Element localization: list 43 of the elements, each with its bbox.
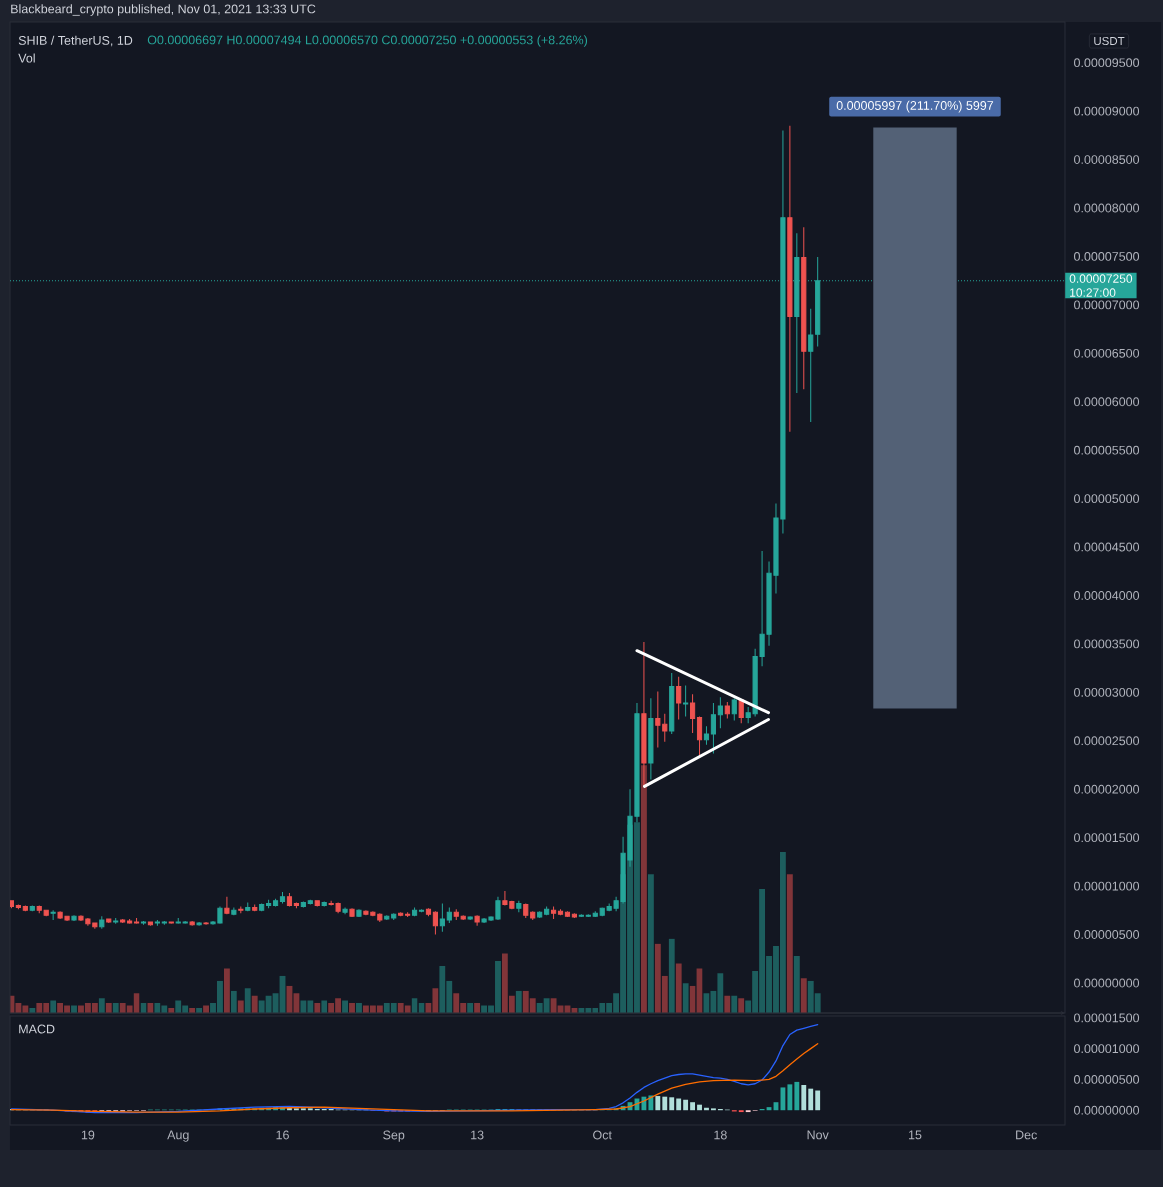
chart-title: Vol (18, 53, 35, 63)
y-tick-label: 0.00006500 (1074, 348, 1140, 358)
y-tick-label: 0.00002000 (1074, 784, 1140, 794)
y-tick-label: 0.00001500 (1074, 833, 1140, 843)
x-tick-label: 19 (81, 1130, 95, 1140)
y-tick-label: 0.00003500 (1074, 639, 1140, 649)
y-tick-label: 0.00004000 (1074, 591, 1140, 600)
y-tick-label: 0.00008500 (1074, 155, 1140, 164)
y-tick-label: 0.00002500 (1074, 736, 1140, 746)
text: O0.00006697 H0.00007494 L0.00006570 C0.00007250 +0.00000553 (+8.26%) (147, 35, 588, 47)
text: MACD (19, 1024, 55, 1034)
x-tick-label: Nov (807, 1130, 829, 1140)
y-tick-label: 0.00001000 (1074, 881, 1140, 891)
x-tick-label: 16 (276, 1130, 289, 1140)
x-tick-label: 13 (471, 1130, 484, 1140)
x-tick-label: 15 (908, 1130, 922, 1140)
x-tick-label: Oct (593, 1130, 612, 1140)
data-label: 0.00005997 (211.70%) 5997 (836, 100, 994, 113)
y-tick-label: 0.00007500 (1074, 252, 1140, 261)
y-tick-label: 0.00007000 (1074, 300, 1140, 310)
y-tick-label: 0.00008000 (1074, 203, 1140, 213)
y-tick-label: 0.00001500 (1074, 1013, 1140, 1023)
y-tick-label: 0.00003000 (1074, 687, 1140, 697)
y-tick-label: 0.00005500 (1074, 445, 1140, 455)
text: SHIB / TetherUS, 1D (18, 35, 133, 47)
ref-line-label: 0.00007250 (1069, 274, 1133, 283)
x-tick-label: Sep (383, 1130, 405, 1142)
x-tick-label: Aug (167, 1130, 189, 1142)
y-tick-label: 0.00000000 (1074, 978, 1140, 988)
text: Blackbeard_crypto published, Nov 01, 2021 13:33 UTC (11, 4, 316, 16)
y-tick-label: 0.00006000 (1074, 397, 1140, 407)
x-tick-label: Dec (1016, 1130, 1037, 1140)
y-tick-label: 0.00009500 (1074, 58, 1140, 68)
y-tick-label: 0.00000500 (1074, 930, 1140, 939)
y-tick-label: 0.00005000 (1074, 494, 1140, 504)
y-tick-label: 0.00001000 (1074, 1044, 1140, 1054)
text: 10:27:00 (1070, 288, 1116, 297)
y-tick-label: 0.00009000 (1074, 106, 1140, 116)
y-axis-title: USDT (1094, 36, 1125, 46)
y-tick-label: 0.00000500 (1074, 1075, 1140, 1084)
y-tick-label: 0.00000000 (1074, 1105, 1140, 1115)
x-tick-label: 18 (714, 1130, 727, 1140)
y-tick-label: 0.00004500 (1074, 542, 1140, 552)
